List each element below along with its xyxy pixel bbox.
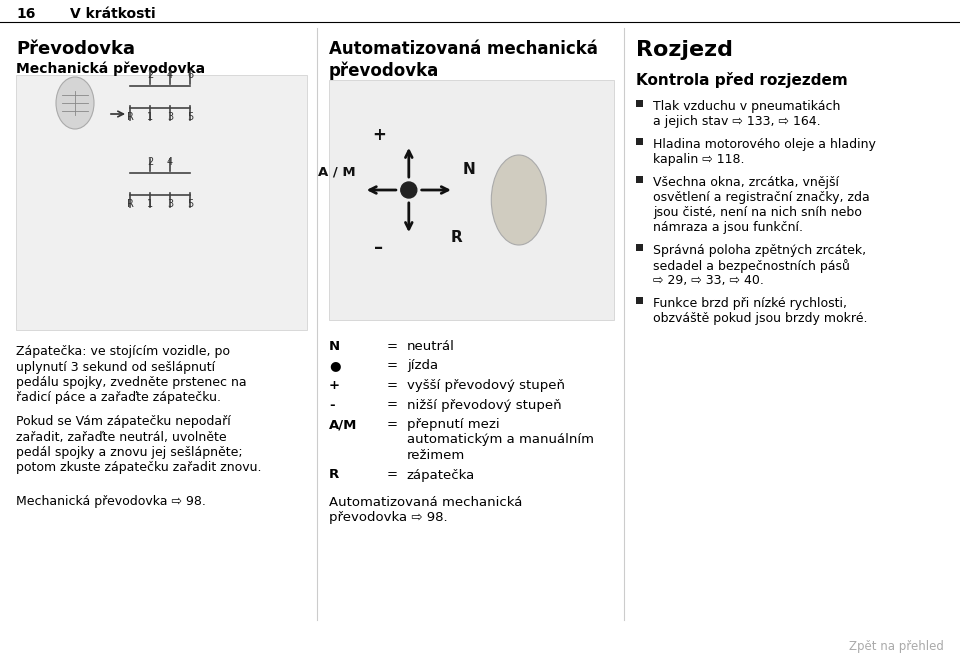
Text: Rozjezd: Rozjezd [636,40,733,60]
Text: kapalin ⇨ 118.: kapalin ⇨ 118. [653,153,745,166]
Text: 16: 16 [16,7,36,21]
Text: 3: 3 [167,112,173,122]
Text: Zápatečka: ve stojícím vozidle, po: Zápatečka: ve stojícím vozidle, po [16,345,230,358]
Text: přepnutí mezi: přepnutí mezi [407,418,499,431]
Text: Pokud se Vám zápatečku nepodaří: Pokud se Vám zápatečku nepodaří [16,415,230,428]
Ellipse shape [492,155,546,245]
Text: Mechanická převodovka: Mechanická převodovka [16,62,205,77]
Text: převodovka ⇨ 98.: převodovka ⇨ 98. [328,512,447,525]
Text: 5: 5 [187,199,193,209]
Text: jsou čisté, není na nich sníh nebo: jsou čisté, není na nich sníh nebo [653,206,862,219]
Text: Kontrola před rozjezdem: Kontrola před rozjezdem [636,72,848,88]
Text: +: + [328,379,340,392]
Text: =: = [387,469,397,482]
Text: Hladina motorového oleje a hladiny: Hladina motorového oleje a hladiny [653,138,876,151]
Text: Zpět na přehled: Zpět na přehled [850,640,944,653]
Text: uplynutí 3 sekund od sešlápnutí: uplynutí 3 sekund od sešlápnutí [16,360,215,374]
Text: Funkce brzd při nízké rychlosti,: Funkce brzd při nízké rychlosti, [653,297,847,310]
Text: 6: 6 [187,70,193,80]
Text: pedálu spojky, zvedněte prstenec na: pedálu spojky, zvedněte prstenec na [16,376,247,389]
FancyBboxPatch shape [16,75,307,330]
Text: 1: 1 [147,199,153,209]
Text: zápatečka: zápatečka [407,469,475,482]
Text: pedál spojky a znovu jej sešlápněte;: pedál spojky a znovu jej sešlápněte; [16,446,243,459]
Text: 1: 1 [147,112,153,122]
Text: 2: 2 [147,70,154,80]
Text: 2: 2 [147,157,154,167]
Text: Všechna okna, zrcátka, vnější: Všechna okna, zrcátka, vnější [653,176,839,189]
Text: =: = [387,399,397,411]
Text: =: = [387,340,397,353]
Text: Převodovka: Převodovka [16,40,135,58]
Text: jízda: jízda [407,360,438,372]
Bar [636,297,643,304]
Text: ●: ● [328,360,340,372]
Circle shape [401,182,417,198]
Text: a jejich stav ⇨ 133, ⇨ 164.: a jejich stav ⇨ 133, ⇨ 164. [653,115,821,128]
Text: Správná poloha zpětných zrcátek,: Správná poloha zpětných zrcátek, [653,244,866,257]
Text: převodovka: převodovka [328,62,439,81]
Text: 4: 4 [167,70,173,80]
Text: =: = [387,418,397,431]
Ellipse shape [56,77,94,129]
Bar [636,176,643,183]
Text: obzváště pokud jsou brzdy mokré.: obzváště pokud jsou brzdy mokré. [653,312,868,325]
Text: N: N [328,340,340,353]
Bar [636,100,643,107]
Bar [636,138,643,145]
Text: Mechanická převodovka ⇨ 98.: Mechanická převodovka ⇨ 98. [16,495,205,508]
Text: námraza a jsou funkční.: námraza a jsou funkční. [653,221,803,234]
Text: 3: 3 [167,199,173,209]
Text: Tlak vzduchu v pneumatikách: Tlak vzduchu v pneumatikách [653,100,840,113]
Text: vyšší převodový stupeň: vyšší převodový stupeň [407,379,564,392]
Text: zařadit, zařaďte neutrál, uvolněte: zařadit, zařaďte neutrál, uvolněte [16,430,227,444]
Text: V krátkosti: V krátkosti [70,7,156,21]
Text: nižší převodový stupeň: nižší převodový stupeň [407,399,562,411]
Text: N: N [463,162,475,178]
Text: automatickým a manuálním: automatickým a manuálním [407,434,594,447]
Text: –: – [374,239,383,257]
Text: 5: 5 [187,112,193,122]
Text: potom zkuste zápatečku zařadit znovu.: potom zkuste zápatečku zařadit znovu. [16,461,261,475]
Bar [636,244,643,251]
Text: A/M: A/M [328,418,357,431]
Text: A / M: A / M [318,166,355,178]
Text: řadicí páce a zařaďte zápatečku.: řadicí páce a zařaďte zápatečku. [16,391,221,405]
Text: ⇨ 29, ⇨ 33, ⇨ 40.: ⇨ 29, ⇨ 33, ⇨ 40. [653,274,764,287]
Text: -: - [328,399,334,411]
Text: =: = [387,379,397,392]
Text: R: R [328,469,339,482]
Text: R: R [451,230,463,246]
Text: neutrál: neutrál [407,340,455,353]
Text: Automatizovaná mechanická: Automatizovaná mechanická [328,40,598,58]
Text: R: R [127,112,133,122]
FancyBboxPatch shape [328,80,614,320]
Text: +: + [372,126,386,144]
Text: =: = [387,360,397,372]
Text: osvětlení a registrační značky, zda: osvětlení a registrační značky, zda [653,191,870,204]
Text: sedadel a bezpečnostních pásů: sedadel a bezpečnostních pásů [653,259,850,273]
Text: režimem: režimem [407,449,465,462]
Text: 4: 4 [167,157,173,167]
Text: R: R [127,199,133,209]
Text: Automatizovaná mechanická: Automatizovaná mechanická [328,496,522,509]
